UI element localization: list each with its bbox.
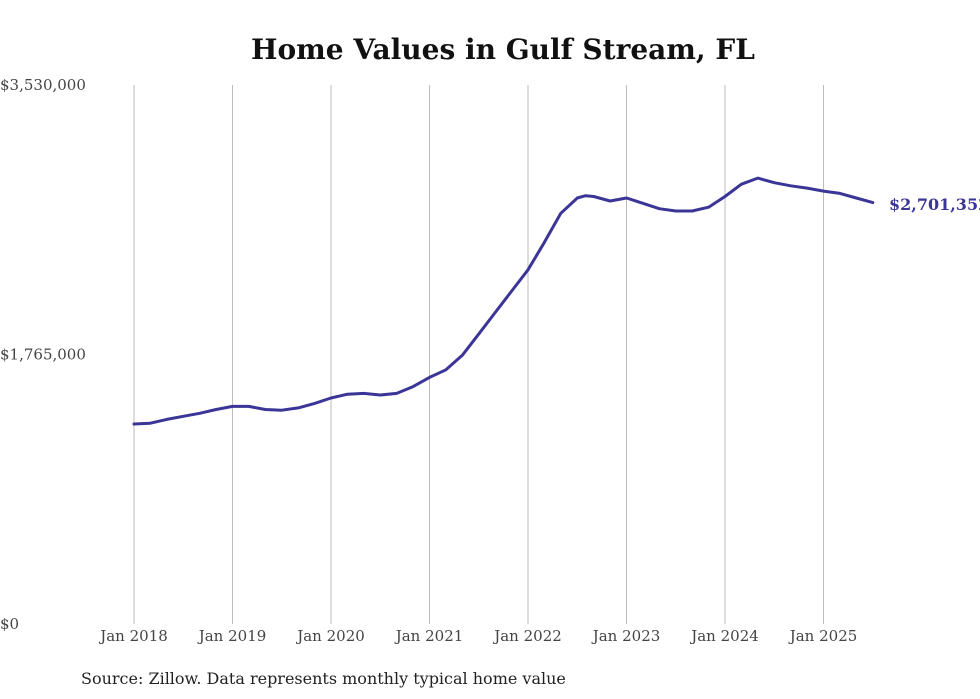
home-value-line: [132, 176, 875, 426]
y-tick-label: $0: [0, 615, 19, 633]
source-note: Source: Zillow. Data represents monthly …: [81, 669, 566, 688]
x-tick-label: Jan 2022: [492, 627, 562, 645]
chart-title: Home Values in Gulf Stream, FL: [251, 33, 755, 66]
y-tick-label: $1,765,000: [0, 346, 86, 364]
y-axis-ticks: $0 $1,765,000 $3,530,000: [0, 76, 86, 633]
latest-value-label: $2,701,352: [889, 195, 980, 214]
x-tick-label: Jan 2023: [591, 627, 661, 645]
x-tick-label: Jan 2019: [197, 627, 267, 645]
x-axis-ticks: Jan 2018 Jan 2019 Jan 2020 Jan 2021 Jan 2022…: [98, 627, 857, 645]
x-tick-label: Jan 2018: [98, 627, 168, 645]
grid-lines: [133, 85, 824, 624]
y-tick-label: $3,530,000: [0, 76, 86, 94]
x-tick-label: Jan 2021: [394, 627, 464, 645]
x-tick-label: Jan 2024: [689, 627, 759, 645]
x-tick-label: Jan 2025: [788, 627, 858, 645]
x-tick-label: Jan 2020: [295, 627, 365, 645]
